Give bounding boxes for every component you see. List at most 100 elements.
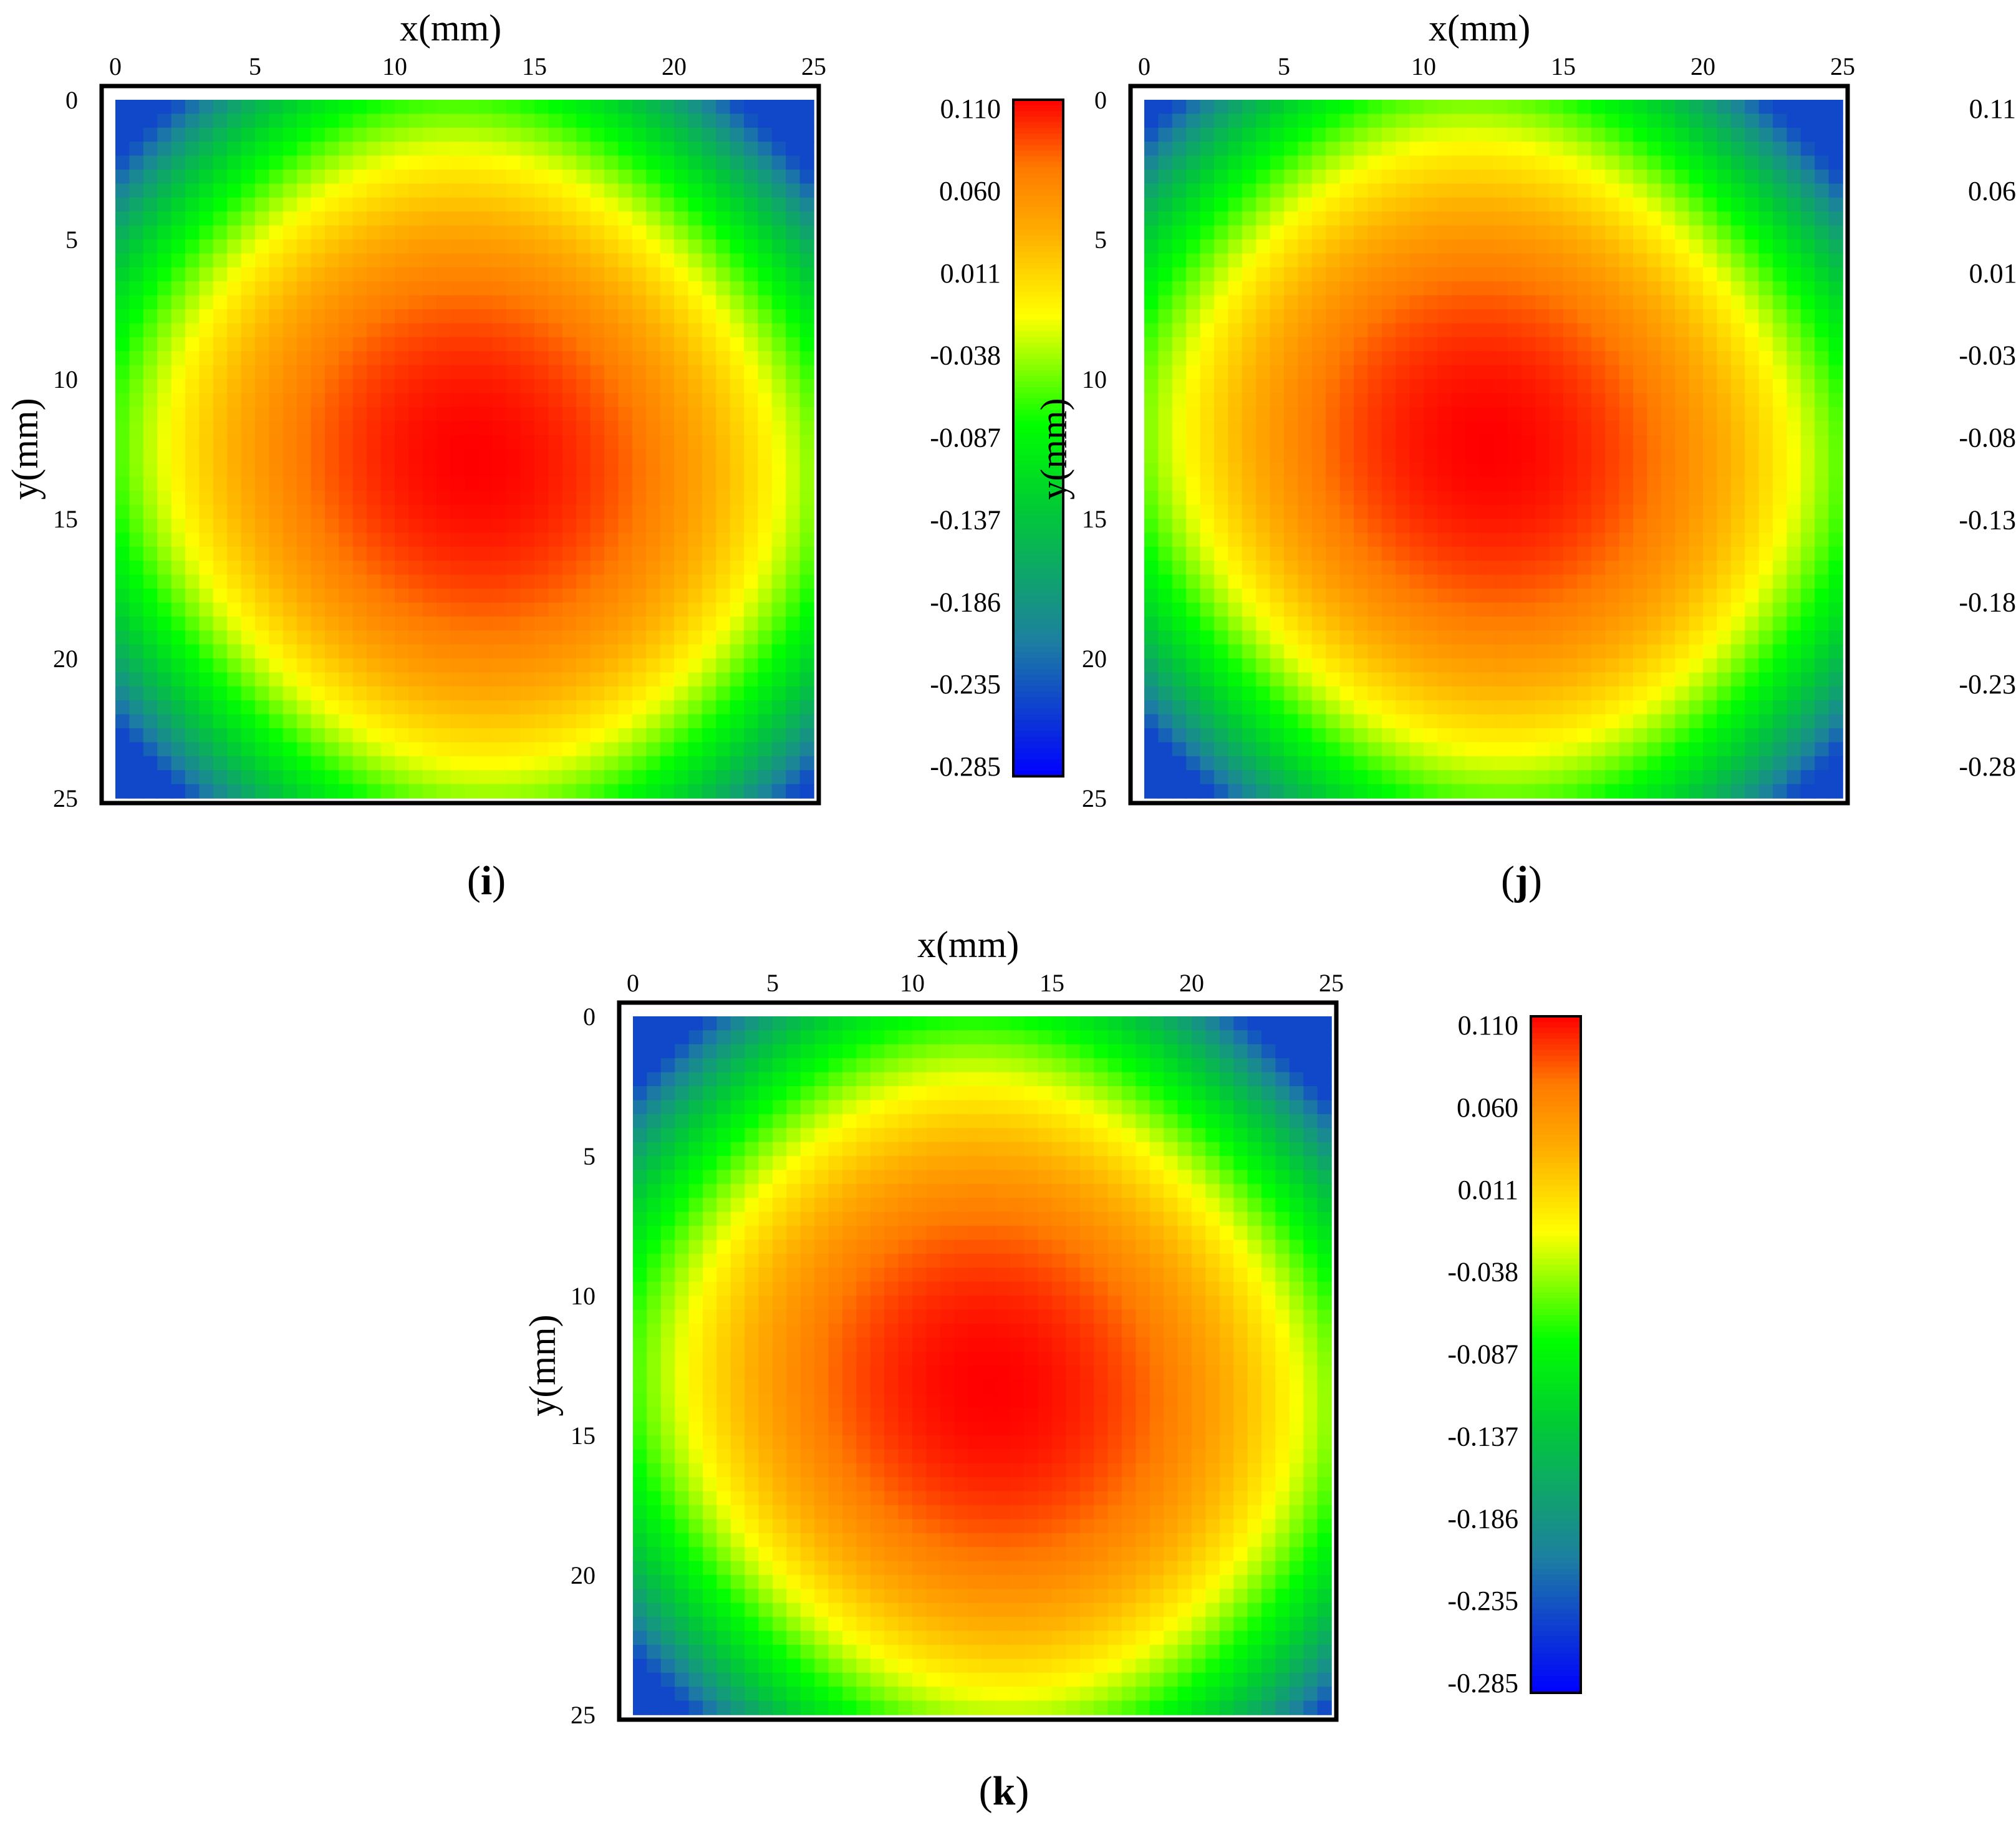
heatmap-cell — [492, 504, 507, 519]
heatmap-cell — [297, 672, 312, 687]
heatmap-cell — [1745, 170, 1760, 185]
colorbar-segment — [1013, 675, 1063, 681]
heatmap-cell — [1493, 281, 1508, 296]
heatmap-cell — [1396, 407, 1411, 421]
heatmap-cell — [771, 700, 786, 715]
heatmap-cell — [771, 574, 786, 589]
heatmap-cell — [1549, 700, 1564, 715]
heatmap-cell — [143, 127, 158, 142]
heatmap-cell — [1591, 379, 1606, 394]
heatmap-cell — [380, 546, 395, 561]
heatmap-cell — [352, 197, 367, 212]
heatmap-cell — [171, 728, 186, 743]
heatmap-cell — [1465, 239, 1480, 254]
heatmap-cell — [1773, 630, 1788, 645]
heatmap-cell — [618, 142, 633, 157]
heatmap-cell — [1354, 337, 1369, 352]
heatmap-cell — [297, 616, 312, 631]
heatmap-cell — [129, 532, 144, 547]
heatmap-cell — [1270, 714, 1285, 729]
heatmap-cell — [771, 546, 786, 561]
heatmap-cell — [1521, 561, 1536, 575]
heatmap-cell — [1745, 602, 1760, 617]
heatmap-cell — [548, 337, 563, 352]
heatmap-cell — [1242, 742, 1256, 757]
heatmap-cell — [576, 561, 591, 575]
heatmap-cell — [1563, 267, 1578, 282]
heatmap-cell — [1424, 686, 1439, 701]
heatmap-cell — [548, 211, 563, 226]
heatmap-cell — [380, 728, 395, 743]
heatmap-cell — [604, 421, 619, 436]
heatmap-cell — [1172, 756, 1187, 771]
heatmap-cell — [1689, 127, 1704, 142]
heatmap-cell — [352, 574, 367, 589]
heatmap-cell — [1214, 519, 1229, 534]
heatmap-cell — [1158, 142, 1173, 157]
heatmap-cell — [604, 519, 619, 534]
heatmap-cell — [1507, 491, 1522, 506]
heatmap-cell — [1633, 463, 1648, 478]
heatmap-cell — [1451, 686, 1466, 701]
heatmap-cell — [297, 155, 312, 170]
heatmap-cell — [758, 574, 773, 589]
heatmap-cell — [1745, 770, 1760, 785]
heatmap-cell — [1424, 630, 1439, 645]
heatmap-cell — [604, 714, 619, 729]
heatmap-cell — [1730, 435, 1745, 450]
heatmap-cell — [199, 784, 214, 799]
heatmap-cell — [758, 658, 773, 673]
heatmap-cell — [1354, 519, 1369, 534]
heatmap-cell — [576, 127, 591, 142]
heatmap-cell — [576, 407, 591, 421]
heatmap-cell — [1144, 142, 1159, 157]
heatmap-cell — [380, 519, 395, 534]
heatmap-cell — [674, 197, 689, 212]
colorbar-segment — [1013, 748, 1063, 754]
heatmap-cell — [646, 491, 661, 506]
heatmap-cell — [1214, 197, 1229, 212]
heatmap-cell — [702, 476, 716, 491]
heatmap-cell — [1367, 476, 1382, 491]
heatmap-cell — [1493, 561, 1508, 575]
heatmap-cell — [450, 253, 465, 268]
heatmap-cell — [604, 142, 619, 157]
heatmap-cell — [1256, 365, 1271, 380]
heatmap-cell — [1633, 700, 1648, 715]
heatmap-cell — [1200, 742, 1215, 757]
heatmap-cell — [1172, 281, 1187, 296]
heatmap-cell — [1605, 546, 1620, 561]
heatmap-cell — [380, 435, 395, 450]
heatmap-cell — [618, 463, 633, 478]
heatmap-cell — [1493, 225, 1508, 240]
heatmap-cell — [465, 630, 480, 645]
colorbar-segment — [1013, 584, 1063, 591]
heatmap-cell — [1354, 644, 1369, 659]
heatmap-cell — [157, 183, 172, 198]
heatmap-cell — [758, 449, 773, 464]
heatmap-cell — [1535, 476, 1550, 491]
heatmap-cell — [1158, 170, 1173, 185]
heatmap-cell — [1256, 449, 1271, 464]
heatmap-cell — [1773, 337, 1788, 352]
heatmap-cell — [1689, 295, 1704, 310]
heatmap-cell — [1507, 630, 1522, 645]
heatmap-cell — [380, 155, 395, 170]
heatmap-cell — [1591, 253, 1606, 268]
heatmap-cell — [255, 379, 270, 394]
heatmap-cell — [143, 337, 158, 352]
heatmap-cell — [646, 589, 661, 604]
heatmap-cell — [730, 351, 745, 366]
heatmap-cell — [185, 100, 200, 115]
heatmap-cell — [241, 784, 256, 799]
heatmap-cell — [1647, 658, 1662, 673]
colorbar-segment — [1013, 511, 1063, 518]
heatmap-cell — [660, 351, 675, 366]
colorbar-segment — [1013, 517, 1063, 523]
heatmap-cell — [1730, 100, 1745, 115]
heatmap-cell — [646, 728, 661, 743]
heatmap-cell — [1535, 379, 1550, 394]
heatmap-cell — [548, 183, 563, 198]
colorbar-segment — [1013, 117, 1063, 123]
heatmap-cell — [674, 449, 689, 464]
